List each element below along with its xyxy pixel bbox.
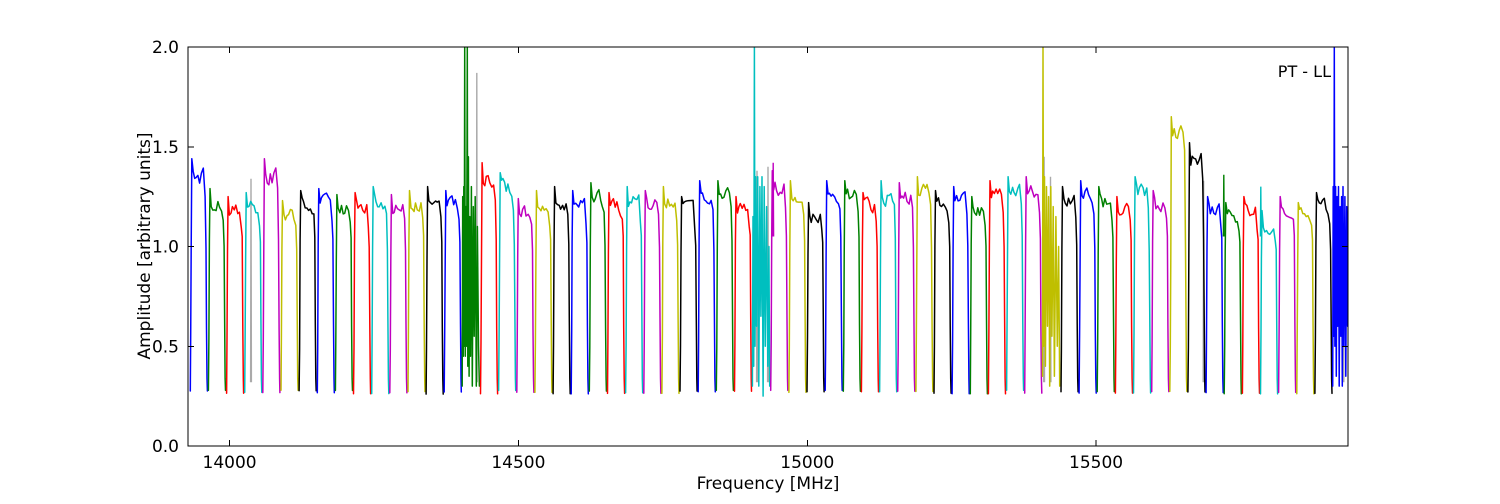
spectral-window-trace [1296,201,1315,395]
spectral-window-trace [407,189,426,393]
spectral-window-trace [552,185,571,395]
spectral-window-trace [479,161,499,395]
spectral-window-trace [189,157,209,392]
spectral-window-trace [243,191,263,394]
spectral-window-trace [497,171,517,392]
spectral-window-trace [824,179,843,392]
spectral-window-trace [389,193,408,394]
spectral-window-trace [370,185,390,395]
spectral-window-trace [1060,185,1079,393]
spectral-window-trace [860,191,880,393]
spectral-window-trace [1114,195,1134,394]
spectral-window-trace [878,179,898,393]
annotation-pt-ll: PT - LL [1278,62,1331,81]
y-tick-label: 1.5 [152,138,179,158]
spectral-window-trace [806,201,825,393]
spectral-window-trace [769,169,789,392]
spectral-window-trace [516,197,535,394]
spectral-window-trace [1169,116,1188,393]
y-tick-label: 2.0 [152,38,179,58]
spectral-window-trace [606,191,626,395]
spectral-window-trace [1259,209,1279,395]
spectral-window-trace [896,181,916,392]
spectral-window-trace [570,189,590,395]
spectral-window-trace [933,189,952,394]
axes-layer: 14000 14500 15000 15500 0.0 0.5 1.0 1.5 2.0 [152,38,1349,473]
x-tick-label: 14000 [203,453,257,473]
x-axis-label: Frequency [MHz] [697,474,840,494]
channel-spike [1222,174,1225,237]
spectral-window-trace [679,195,698,392]
spectral-window-trace [661,185,680,395]
spectral-window-trace [643,189,662,394]
spectral-window-trace [987,179,1007,395]
spectral-window-trace [697,179,717,393]
spectral-window-trace [951,185,970,395]
spectral-window-trace [1187,142,1206,393]
spectral-window-trace [534,189,553,394]
spectral-window-trace [425,185,444,395]
spectral-window-trace [352,191,372,395]
spectral-window-trace [1041,47,1061,387]
spectral-window-trace [842,179,862,392]
spectral-window-trace [316,187,336,394]
channel-spike [772,162,775,237]
spectral-window-trace [280,199,299,392]
spectral-window-trace [1096,185,1116,393]
spectral-window-trace [1205,195,1224,394]
x-tick-label: 14500 [491,453,545,473]
spectral-window-trace [788,179,807,394]
spectral-window-trace [1078,179,1097,394]
y-tick-label: 0.0 [152,437,179,457]
x-tick-label: 15000 [780,453,834,473]
spectral-window-trace [1023,175,1043,394]
spectral-window-trace [588,181,608,392]
spectral-window-trace [225,195,245,394]
spectral-window-trace [715,179,735,392]
spectral-window-trace [207,187,227,392]
spectral-window-trace [1331,47,1348,387]
spectral-window-trace [1223,201,1243,395]
spectral-window-trace [1277,195,1297,394]
spectral-window-trace [461,47,481,387]
spectral-window-trace [915,175,934,393]
spectral-window-trace [1150,189,1170,393]
x-tick-label: 15500 [1069,453,1123,473]
spectral-window-trace [1314,191,1333,395]
spectral-window-trace [1132,175,1152,394]
y-tick-label: 0.5 [152,337,179,357]
y-tick-label: 1.0 [152,238,179,258]
spectral-window-trace [1241,195,1261,394]
y-axis-label: Amplitude [arbitrary units] [135,132,155,359]
plot-content [189,47,1348,397]
flagged-channel-spike [249,178,253,383]
spectral-window-trace [298,189,317,392]
spectral-window-trace [624,185,644,394]
spectral-window-trace [443,189,463,393]
spectral-window-trace [969,195,989,395]
channel-spike [1259,186,1262,237]
spectral-window-trace [334,193,354,392]
spectral-window-trace [1005,175,1025,392]
spectral-window-trace [262,157,281,394]
spectral-window-trace [751,47,771,397]
spectral-window-trace [733,195,753,392]
